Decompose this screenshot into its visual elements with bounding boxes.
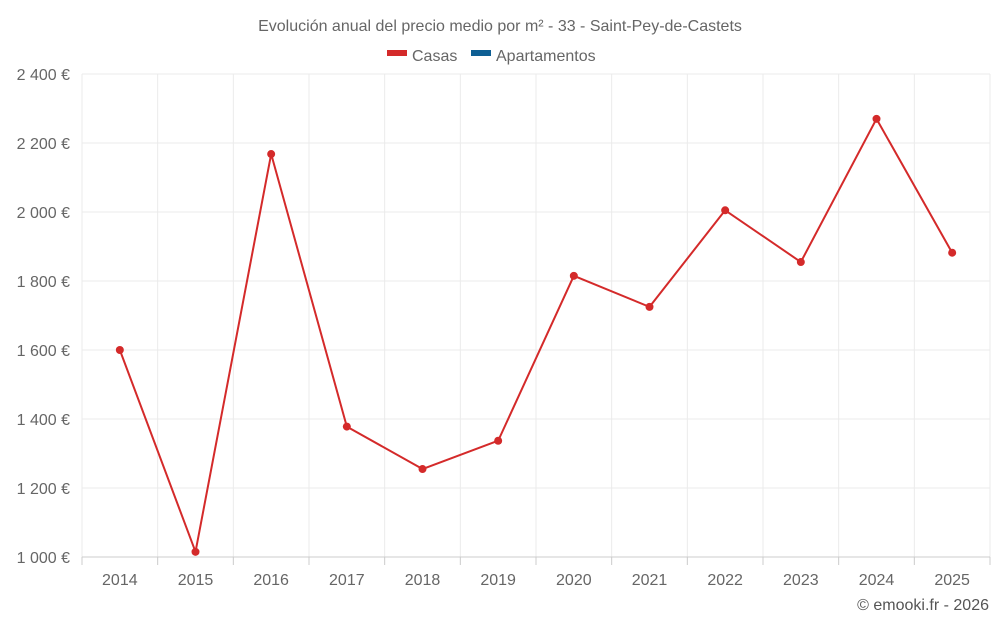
grid [81, 73, 991, 557]
x-tick-label: 2025 [934, 572, 970, 589]
data-point[interactable] [872, 114, 881, 123]
x-tick-label: 2016 [253, 572, 289, 589]
footer-credit: © emooki.fr - 2026 [857, 597, 989, 614]
legend: Casas Apartamentos [387, 48, 596, 65]
data-point[interactable] [418, 465, 427, 474]
x-tick-label: 2022 [707, 572, 743, 589]
y-tick-label: 1 200 € [17, 481, 70, 498]
data-point[interactable] [115, 346, 124, 354]
y-tick-label: 2 400 € [17, 67, 70, 84]
y-tick-label: 1 600 € [17, 343, 70, 360]
data-point[interactable] [191, 547, 200, 556]
legend-item-apartamentos[interactable]: Apartamentos [471, 48, 596, 65]
data-point[interactable] [721, 206, 730, 215]
data-point[interactable] [267, 150, 276, 159]
y-tick-label: 1 000 € [17, 550, 70, 567]
series-layer [115, 114, 957, 556]
x-tick-label: 2023 [783, 572, 819, 589]
x-tick-label: 2024 [859, 572, 895, 589]
series-line-casas [118, 117, 954, 553]
legend-label: Apartamentos [496, 48, 596, 65]
x-tick-label: 2017 [329, 572, 365, 589]
data-point[interactable] [569, 271, 578, 280]
data-point[interactable] [342, 422, 351, 431]
x-tick-label: 2021 [632, 572, 668, 589]
x-tick-label: 2019 [480, 572, 516, 589]
data-point[interactable] [796, 258, 805, 267]
y-tick-label: 1 800 € [17, 274, 70, 291]
y-tick-label: 2 200 € [17, 136, 70, 153]
legend-swatch [387, 50, 407, 56]
legend-label: Casas [412, 48, 457, 65]
data-point[interactable] [948, 248, 957, 257]
x-axis: 2014 2015 2016 2017 2018 2019 2020 2021 2022 2023… [81, 556, 991, 589]
y-tick-label: 1 400 € [17, 412, 70, 429]
legend-item-casas[interactable]: Casas [387, 48, 457, 65]
legend-swatch [471, 50, 491, 56]
data-point[interactable] [645, 302, 654, 311]
data-point[interactable] [494, 436, 503, 445]
chart-title: Evolución anual del precio medio por m² … [258, 18, 742, 35]
x-tick-label: 2014 [102, 572, 138, 589]
y-axis: 1 000 € 1 200 € 1 400 € 1 600 € 1 800 € 2 000… [17, 67, 70, 567]
x-tick-label: 2020 [556, 572, 592, 589]
x-tick-label: 2015 [178, 572, 214, 589]
y-tick-label: 2 000 € [17, 205, 70, 222]
x-tick-label: 2018 [405, 572, 441, 589]
